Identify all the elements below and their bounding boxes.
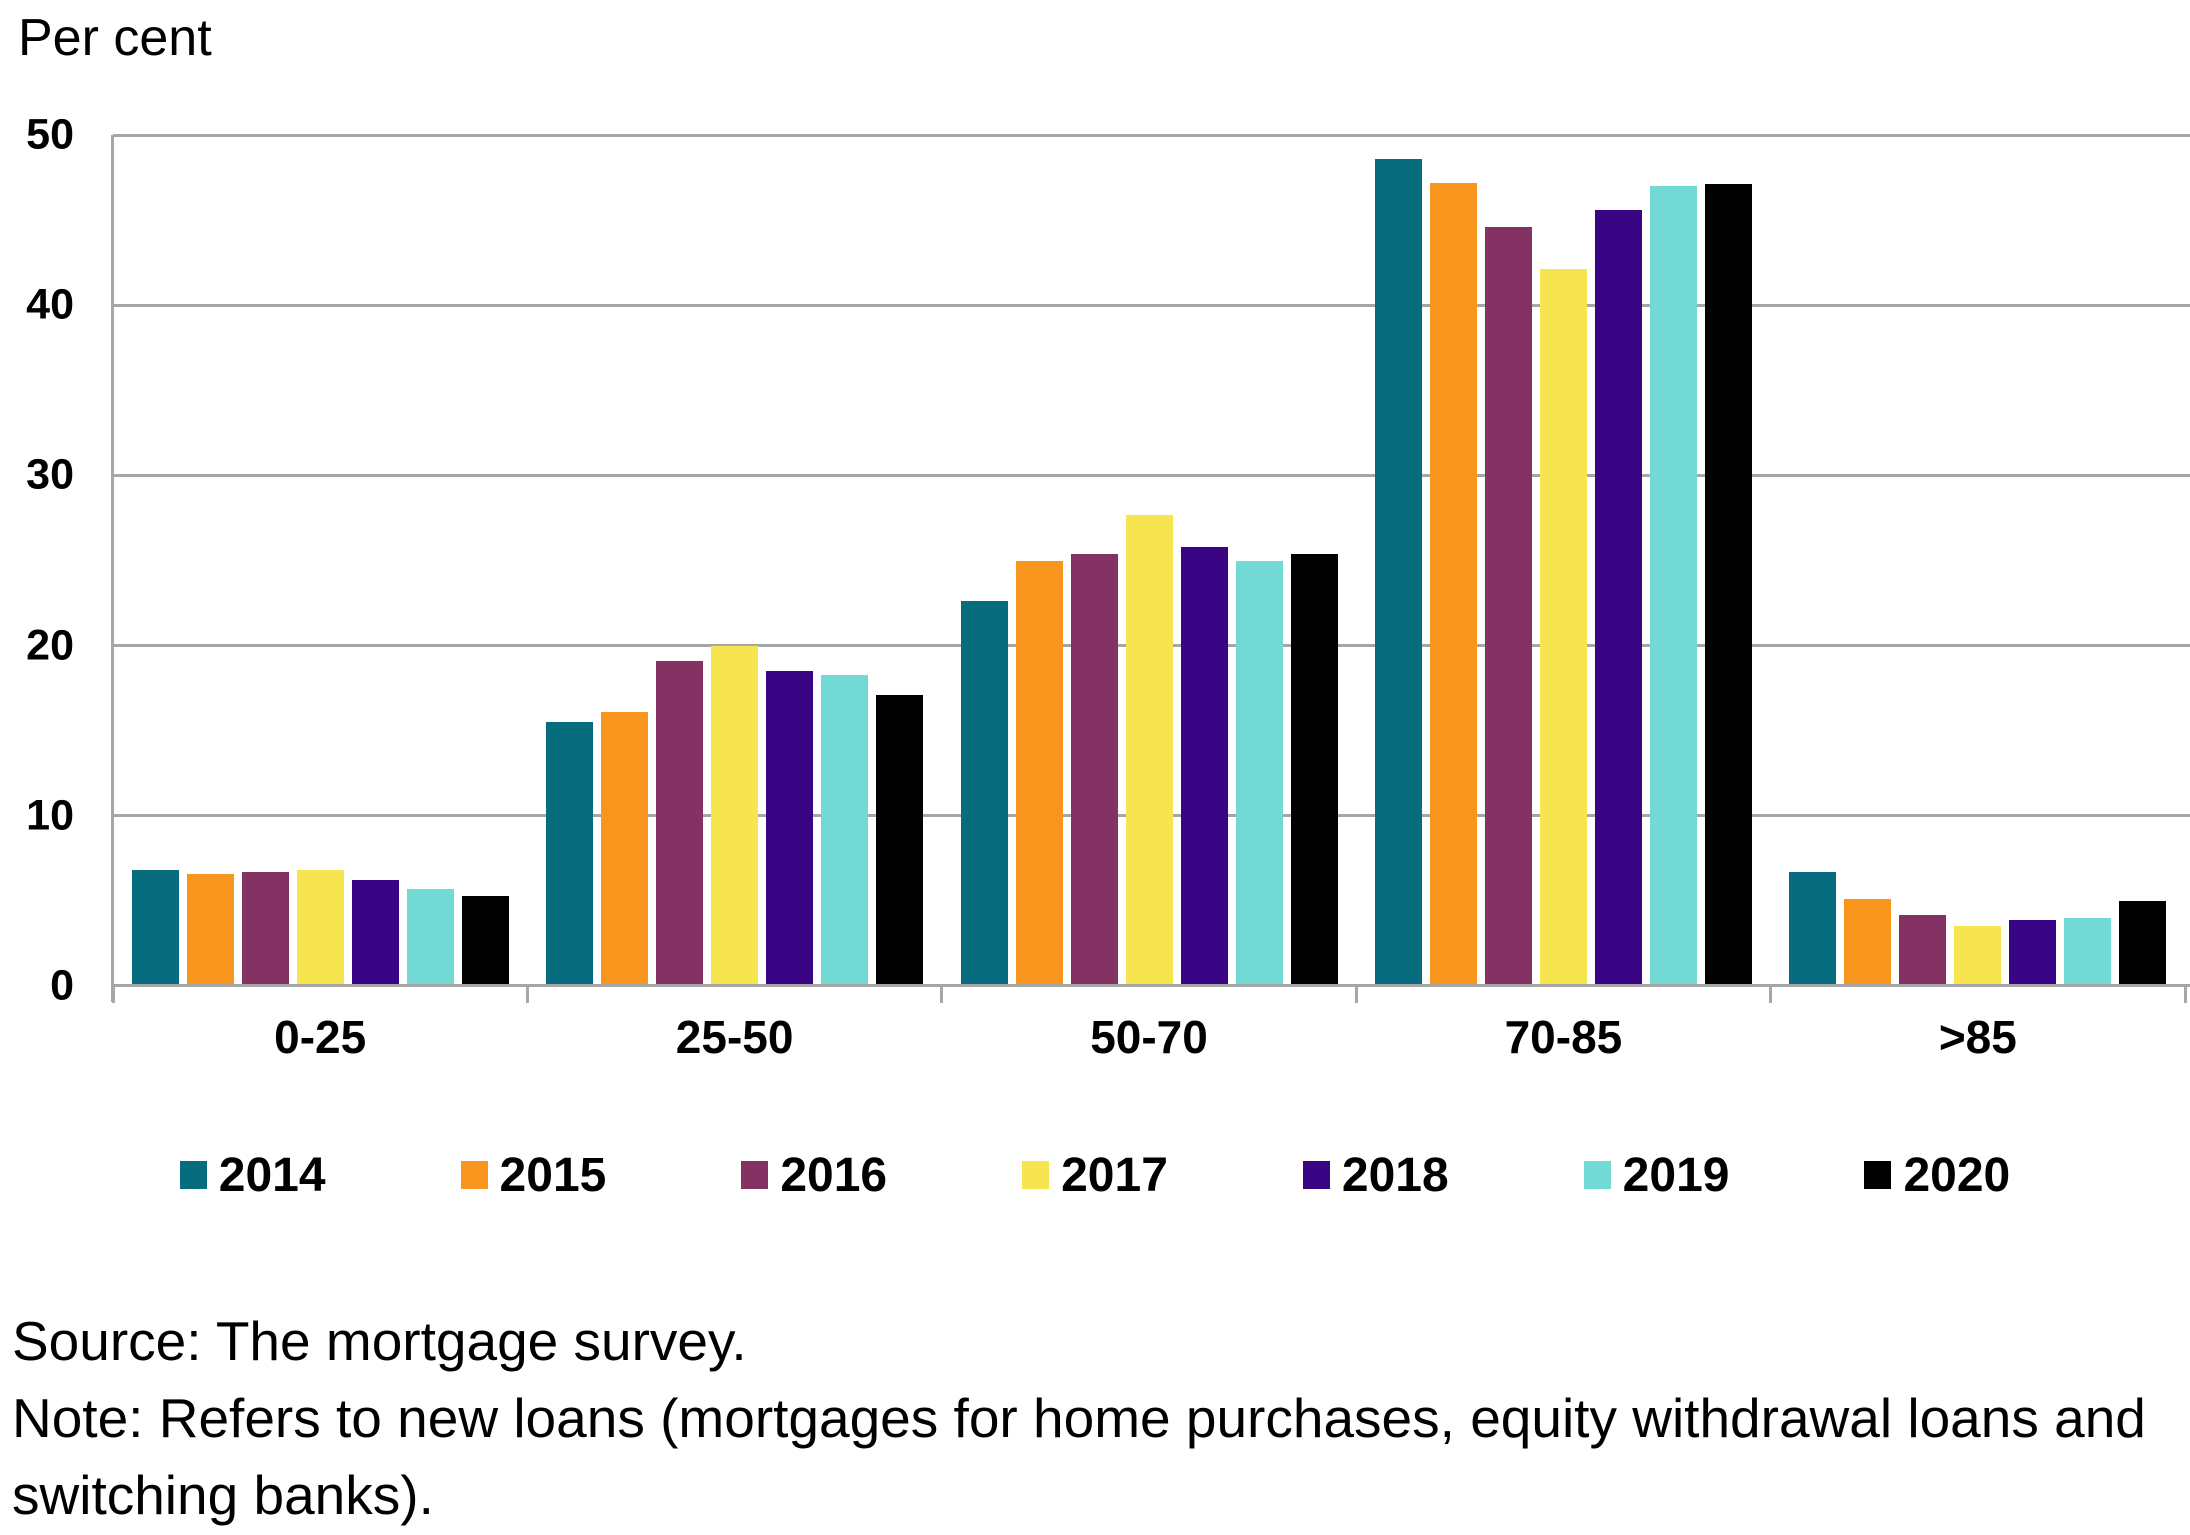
category-group-50-70: 50-70 (942, 135, 1356, 1063)
y-axis-label-50: 50 (26, 110, 74, 159)
legend-swatch-2020 (1864, 1161, 1892, 1189)
x-axis-label-50-70: 50-70 (1090, 1011, 1208, 1063)
bar-2014-70-85 (1374, 158, 1422, 986)
category-group-0-25: 0-25 (113, 135, 527, 1063)
bar-2015-70-85 (1429, 182, 1477, 986)
bar-2018-25-50 (766, 671, 814, 986)
x-axis-label-0-25: 0-25 (274, 1011, 367, 1063)
bar-2014-0-25 (131, 870, 179, 986)
y-axis-label-0: 0 (50, 961, 74, 1010)
legend-swatch-2015 (460, 1161, 488, 1189)
gridline-40 (113, 303, 2190, 307)
bar-2020-25-50 (876, 694, 924, 986)
plot-area: 0-25 25-50 50-70 70-85 >85 (111, 133, 2190, 1063)
x-axis-label-25-50: 25-50 (675, 1011, 794, 1063)
bar-2020-0-25 (461, 895, 509, 986)
bar-2018-0-25 (351, 880, 399, 986)
chart-footer: Source: The mortgage survey. Note: Refer… (12, 1303, 2162, 1534)
legend-item-2016: 2016 (741, 1148, 887, 1203)
bar-2016-gt85 (1899, 914, 1947, 986)
legend-item-2015: 2015 (460, 1148, 607, 1203)
legend-label-2019: 2019 (1622, 1148, 1730, 1202)
legend-label-2015: 2015 (499, 1148, 607, 1202)
legend-swatch-2014 (179, 1161, 207, 1189)
x-axis-tick-2 (940, 986, 944, 1003)
bar-2019-50-70 (1235, 560, 1283, 986)
bar-2019-gt85 (2064, 917, 2112, 986)
bar-2016-70-85 (1484, 226, 1532, 986)
bar-2017-gt85 (1954, 926, 2002, 986)
y-axis-label-20: 20 (26, 621, 74, 670)
legend-label-2018: 2018 (1341, 1148, 1449, 1202)
gridline-30 (113, 473, 2190, 477)
y-axis-line (111, 135, 114, 1002)
x-axis-tick-5 (2183, 986, 2187, 1003)
category-group-70-85: 70-85 (1356, 135, 1770, 1063)
bar-2017-70-85 (1539, 269, 1587, 986)
x-axis-label-gt85: >85 (1938, 1011, 2017, 1063)
bar-2017-50-70 (1125, 514, 1173, 986)
x-axis-label-70-85: 70-85 (1504, 1011, 1623, 1063)
legend-item-2019: 2019 (1583, 1148, 1730, 1203)
source-text: Source: The mortgage survey. (12, 1310, 747, 1372)
bar-2016-0-25 (241, 871, 289, 986)
legend-label-2017: 2017 (1061, 1148, 1168, 1202)
legend-label-2016: 2016 (780, 1148, 888, 1202)
category-group-gt85: >85 (1771, 135, 2185, 1063)
legend-label-2014: 2014 (218, 1148, 326, 1202)
bar-2019-70-85 (1649, 186, 1697, 986)
legend-swatch-2018 (1302, 1161, 1330, 1189)
category-group-25-50: 25-50 (527, 135, 941, 1063)
bar-2019-0-25 (406, 889, 454, 986)
bar-2015-25-50 (601, 711, 649, 986)
y-axis-labels: 0 10 20 30 40 50 (0, 111, 96, 1010)
bar-2018-gt85 (2009, 919, 2057, 986)
bar-2014-gt85 (1789, 871, 1837, 986)
legend-item-2018: 2018 (1302, 1148, 1449, 1203)
bar-2020-70-85 (1704, 184, 1752, 986)
bar-2020-50-70 (1290, 553, 1338, 986)
bar-groups: 0-25 25-50 50-70 70-85 >85 (113, 135, 2185, 1063)
bar-2015-0-25 (186, 873, 234, 986)
x-axis-tick-4 (1769, 986, 1773, 1003)
bar-2015-gt85 (1844, 899, 1892, 986)
legend-item-2020: 2020 (1864, 1148, 2010, 1203)
x-axis-line (113, 984, 2190, 987)
bar-2017-25-50 (711, 645, 759, 986)
y-axis-label-10: 10 (26, 791, 74, 840)
bar-2014-50-70 (960, 601, 1008, 986)
bar-2017-0-25 (296, 870, 344, 986)
x-axis-tick-3 (1354, 986, 1358, 1003)
bar-2020-gt85 (2119, 900, 2167, 986)
bar-2014-25-50 (546, 722, 594, 986)
x-axis-tick-0 (111, 986, 115, 1003)
legend-swatch-2016 (741, 1161, 769, 1189)
legend-swatch-2017 (1022, 1161, 1050, 1189)
legend-label-2020: 2020 (1903, 1148, 2011, 1202)
bar-2018-70-85 (1594, 209, 1642, 986)
x-axis-tick-1 (525, 986, 529, 1003)
chart-legend: 2014 2015 2016 2017 2018 2019 2020 (0, 1140, 2190, 1210)
bar-2015-50-70 (1015, 560, 1063, 986)
y-axis-title: Per cent (18, 9, 212, 67)
bar-2016-50-70 (1070, 553, 1118, 986)
y-axis-label-40: 40 (26, 280, 74, 329)
note-text: Note: Refers to new loans (mortgages for… (12, 1387, 2146, 1526)
bar-2019-25-50 (821, 674, 869, 986)
y-axis-label-30: 30 (26, 450, 74, 499)
bar-2016-25-50 (656, 660, 704, 986)
legend-swatch-2019 (1583, 1161, 1611, 1189)
legend-item-2014: 2014 (179, 1148, 326, 1203)
gridline-50 (113, 133, 2190, 137)
bar-2018-50-70 (1180, 546, 1228, 986)
legend-item-2017: 2017 (1022, 1148, 1168, 1203)
